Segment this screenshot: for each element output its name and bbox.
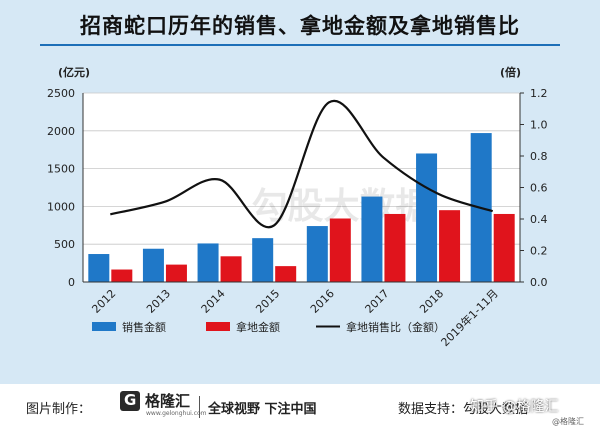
left-tick-label: 1500 — [47, 163, 75, 176]
bar-sales-2013 — [142, 248, 164, 282]
x-tick-label: 2012 — [89, 287, 118, 316]
x-tick-label: 2014 — [199, 287, 228, 316]
slogan: 全球视野 下注中国 — [208, 402, 317, 417]
gelonghui-logo-icon — [120, 391, 140, 411]
left-axis-unit: (亿元) — [58, 65, 90, 79]
legend-label-land: 拿地金额 — [236, 320, 280, 334]
right-tick-label: 1.2 — [530, 87, 548, 100]
left-tick-label: 2500 — [47, 87, 75, 100]
bar-sales-2012 — [88, 254, 110, 282]
bar-land-2017 — [384, 213, 406, 282]
x-tick-label: 2017 — [363, 287, 392, 316]
bar-sales-2014 — [197, 243, 219, 282]
left-tick-label: 2000 — [47, 125, 75, 138]
bar-land-2016 — [329, 218, 351, 282]
chart-title: 招商蛇口历年的销售、拿地金额及拿地销售比 — [80, 14, 520, 38]
bar-sales-2017 — [361, 196, 383, 282]
x-tick-label: 2018 — [417, 287, 446, 316]
legend-swatch-land — [206, 322, 230, 331]
bar-land-2015 — [275, 266, 297, 282]
legend-label-ratio: 拿地销售比（金额） — [346, 320, 445, 334]
right-tick-label: 0.8 — [530, 150, 548, 163]
right-axis-unit: (倍) — [500, 65, 521, 79]
bar-sales-2015 — [252, 238, 274, 282]
logo-text: 格隆汇 — [145, 392, 191, 410]
logo-domain: www.gelonghui.com — [146, 410, 207, 417]
bar-sales-2018 — [416, 153, 438, 282]
zhihu-watermark: 知乎 @格隆汇 — [470, 399, 559, 415]
footer-divider — [199, 396, 200, 418]
logo-g-glyph: G — [124, 391, 137, 409]
x-tick-label: 2013 — [144, 287, 173, 316]
bar-land-2018 — [439, 210, 461, 282]
legend-label-sales: 销售金额 — [122, 320, 166, 334]
x-tick-label: 2015 — [253, 287, 282, 316]
right-tick-label: 0.6 — [530, 182, 548, 195]
x-tick-label: 2019年1-11月 — [438, 286, 501, 349]
corner-watermark: @格隆汇 — [552, 417, 584, 426]
left-tick-label: 0 — [68, 276, 75, 289]
right-tick-label: 0.0 — [530, 276, 548, 289]
bar-land-2012 — [111, 269, 133, 282]
data-source: 数据支持：勾股大数据 — [398, 402, 529, 417]
bar-land-2013 — [165, 264, 187, 282]
line-ratio — [110, 99, 494, 229]
left-tick-label: 500 — [54, 238, 75, 251]
right-tick-label: 0.4 — [530, 213, 548, 226]
x-tick-label: 2016 — [308, 287, 337, 316]
bar-land-2019年1-11月 — [493, 213, 515, 282]
footer-bar: 图片制作： G 格隆汇 www.gelonghui.com 全球视野 下注中国 … — [0, 384, 600, 431]
left-tick-label: 1000 — [47, 200, 75, 213]
legend-swatch-sales — [92, 322, 116, 331]
bar-sales-2016 — [306, 226, 328, 282]
right-tick-label: 1.0 — [530, 119, 548, 132]
title-divider — [40, 44, 560, 46]
made-by-label: 图片制作： — [26, 402, 92, 417]
bar-land-2014 — [220, 256, 242, 282]
right-tick-label: 0.2 — [530, 245, 548, 258]
